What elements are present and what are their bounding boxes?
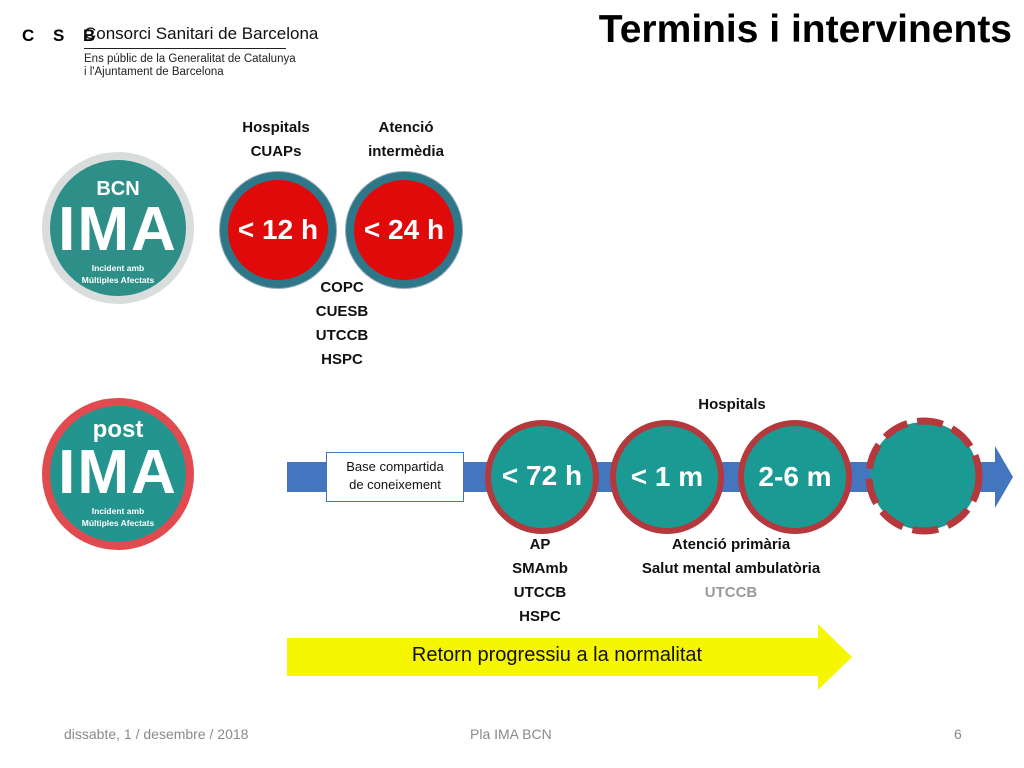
slide-title: Terminis i intervinents — [598, 8, 1012, 51]
badge-bcn-top: BCN — [96, 178, 140, 200]
org-subtitle: Ens públic de la Generalitat de Cataluny… — [84, 53, 296, 79]
base-box-line-2: de coneixement — [349, 477, 441, 492]
timeline-arrow-head — [995, 446, 1013, 508]
dashed-circle-ring — [865, 417, 983, 535]
list-item: Atenció primària — [671, 536, 791, 553]
return-arrow-body — [287, 638, 820, 676]
list-item: CUESB — [315, 303, 369, 320]
return-arrow-label: Retorn progressiu a la normalitat — [411, 644, 703, 666]
base-box-line-1: Base compartida — [346, 459, 444, 474]
org-subtitle-line-1: Ens públic de la Generalitat de Cataluny… — [84, 53, 296, 65]
list-item: Salut mental ambulatòria — [641, 560, 821, 577]
dashed-future-circle — [865, 417, 983, 535]
return-arrow-head — [818, 624, 852, 690]
badge-post-caption-1: Incident amb — [91, 506, 145, 516]
page-number: 6 — [954, 726, 962, 742]
right-group-list: Atenció primària Salut mental ambulatòri… — [606, 533, 856, 605]
badge-post-top: post — [92, 416, 144, 443]
footer-date: dissabte, 1 / desembre / 2018 — [64, 726, 249, 742]
left-group-list: AP SMAmb UTCCB HSPC — [490, 533, 590, 629]
badge-bcn-caption-1: Incident amb — [91, 263, 145, 273]
footer-center: Pla IMA BCN — [470, 726, 552, 742]
list-item: AP — [529, 536, 551, 553]
list-item: HSPC — [519, 608, 561, 625]
list-item: HSPC — [321, 351, 363, 368]
label-line: Hospitals — [242, 119, 310, 136]
post-ima-badge: post IMA Incident amb Múltiples Afectats — [42, 398, 194, 550]
circle-12h: < 12 h — [220, 172, 336, 288]
circle-24h: < 24 h — [346, 172, 462, 288]
label-line: intermèdia — [368, 143, 444, 160]
hospitals-label: Hospitals — [698, 396, 766, 413]
label-line: Atenció — [378, 119, 434, 136]
label-atencio-intermedia: Atenció intermèdia — [348, 116, 464, 164]
circle-1m: < 1 m — [610, 420, 724, 534]
list-item: UTCCB — [704, 584, 758, 601]
org-subtitle-line-2: i l'Ajuntament de Barcelona — [84, 66, 224, 78]
badge-post-main: IMA — [58, 438, 178, 507]
badge-bcn-main: IMA — [58, 195, 178, 264]
label-line: CUAPs — [250, 143, 302, 160]
circle-72h: < 72 h — [485, 420, 599, 534]
bcn-ima-badge: BCN IMA Incident amb Múltiples Afectats — [42, 152, 194, 304]
list-item: COPC — [320, 279, 364, 296]
badge-post-caption-2: Múltiples Afectats — [81, 518, 155, 528]
csb-logo-mark: C S B — [22, 26, 103, 45]
base-compartida-box: Base compartida de coneixement — [326, 452, 464, 502]
list-item: SMAmb — [512, 560, 568, 577]
logo-divider — [84, 48, 286, 49]
list-item: UTCCB — [513, 584, 567, 601]
circle-2-6m: 2-6 m — [738, 420, 852, 534]
list-item: UTCCB — [315, 327, 369, 344]
badge-bcn-caption-2: Múltiples Afectats — [81, 275, 155, 285]
dashed-circle-fill — [870, 422, 978, 530]
label-hospitals-cuaps: Hospitals CUAPs — [220, 116, 332, 164]
top-intervinents-list: COPC CUESB UTCCB HSPC — [292, 276, 392, 372]
org-name: Consorci Sanitari de Barcelona — [84, 24, 319, 43]
